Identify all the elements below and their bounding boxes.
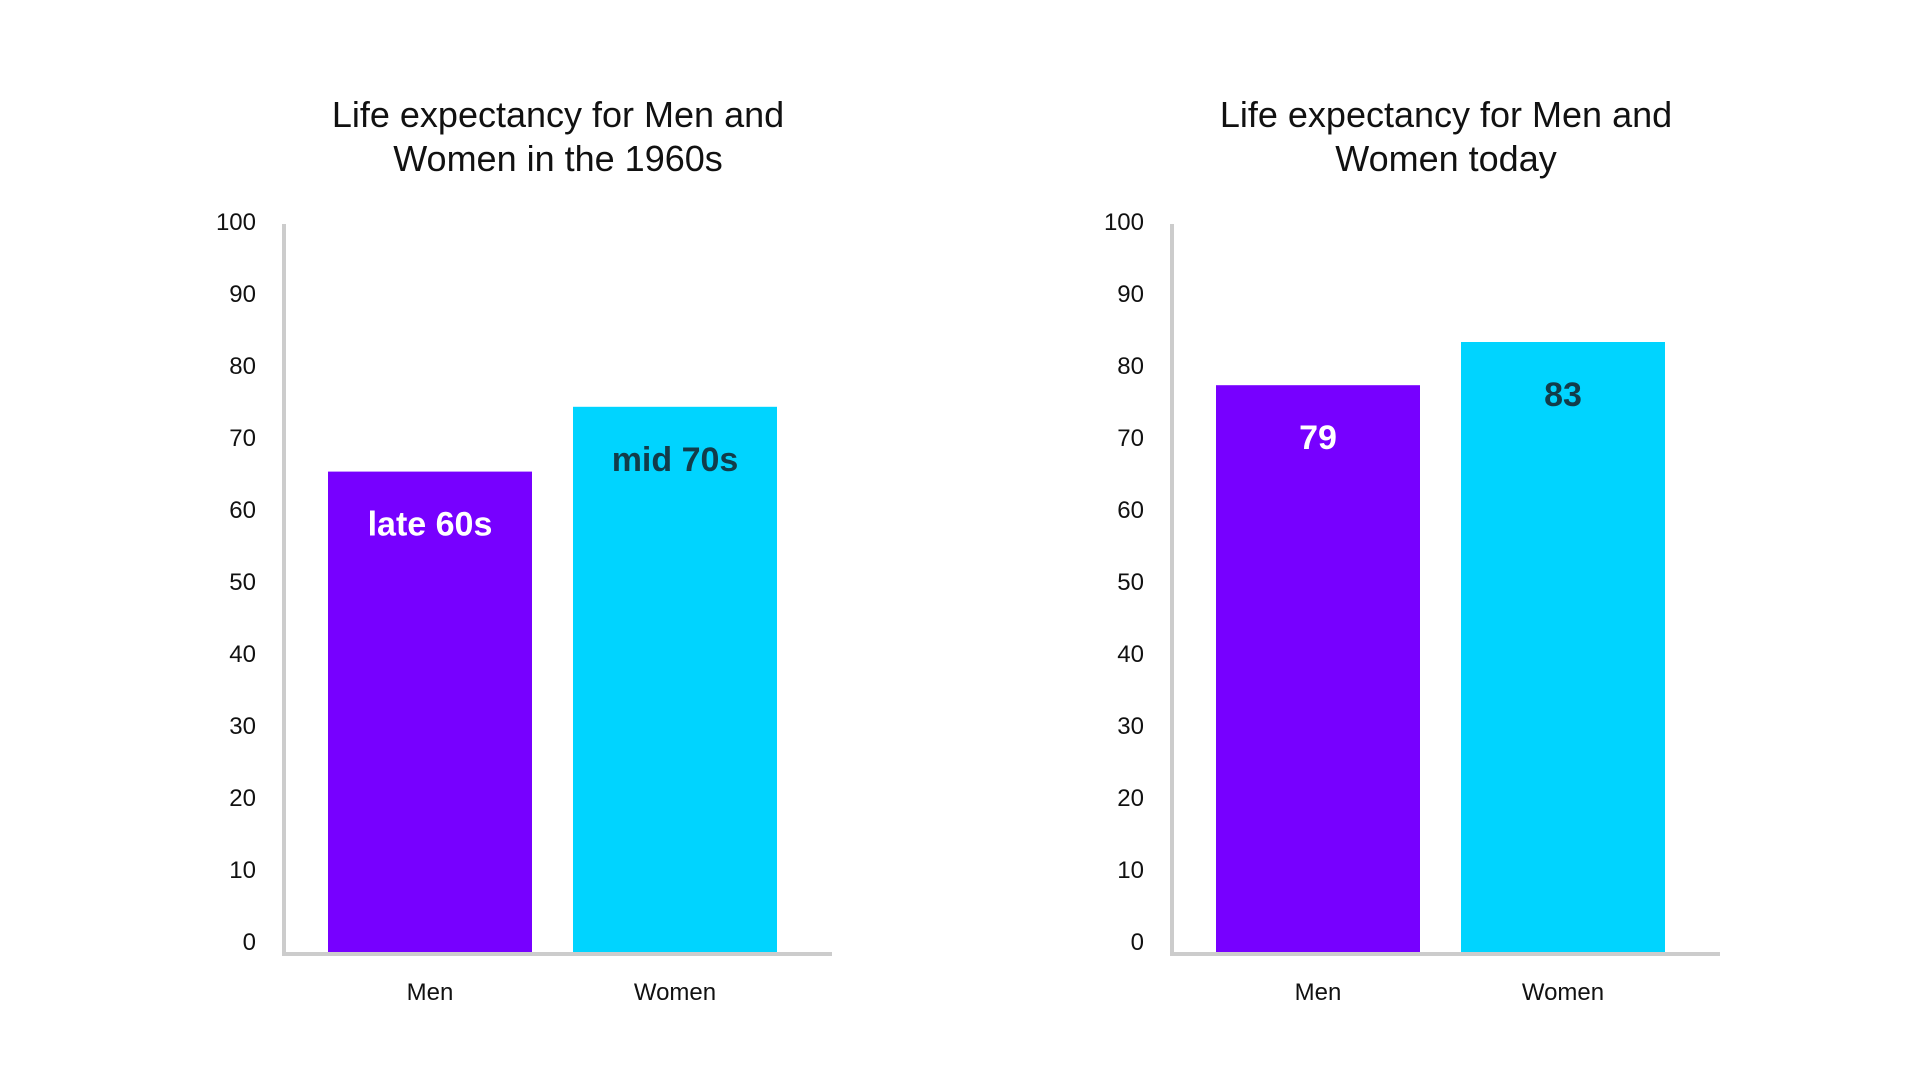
y-tick-label: 50 — [229, 569, 256, 596]
y-tick-label: 70 — [1117, 425, 1144, 452]
y-tick-label: 50 — [1117, 569, 1144, 596]
y-tick-label: 10 — [229, 857, 256, 884]
data-label: late 60s — [368, 506, 493, 544]
bar-men-1960s — [328, 471, 532, 952]
x-tick-label: Women — [634, 979, 716, 1006]
x-tick-label: Men — [1295, 979, 1342, 1006]
y-tick-label: 80 — [229, 353, 256, 380]
y-tick-label: 100 — [216, 209, 256, 236]
bar-men-today — [1216, 385, 1420, 952]
y-tick-label: 20 — [1117, 785, 1144, 812]
y-tick-label: 90 — [1117, 281, 1144, 308]
y-tick-label: 40 — [229, 641, 256, 668]
x-tick-label: Women — [1522, 979, 1604, 1006]
y-tick-label: 0 — [1131, 929, 1144, 956]
bar-women-today — [1461, 342, 1665, 952]
data-label: 79 — [1299, 419, 1337, 457]
chart-title-today: Life expectancy for Men and Women today — [1219, 94, 1673, 179]
x-tick-label: Men — [407, 979, 454, 1006]
y-tick-label: 30 — [229, 713, 256, 740]
data-label: 83 — [1544, 376, 1582, 414]
y-tick-label: 60 — [229, 497, 256, 524]
data-label: mid 70s — [612, 441, 739, 479]
y-tick-label: 90 — [229, 281, 256, 308]
y-tick-label: 20 — [229, 785, 256, 812]
y-tick-label: 40 — [1117, 641, 1144, 668]
bar-women-1960s — [573, 406, 777, 952]
y-tick-label: 0 — [243, 929, 256, 956]
bar-chart-1960s: 0 10 20 30 40 50 60 70 80 90 100 Men late 60s Women mi… — [216, 209, 832, 1006]
y-tick-label: 30 — [1117, 713, 1144, 740]
y-tick-label: 70 — [229, 425, 256, 452]
bar-chart-today: 0 10 20 30 40 50 60 70 80 90 100 Men 79 Women 83 — [1104, 209, 1720, 1006]
y-tick-label: 60 — [1117, 497, 1144, 524]
y-tick-label: 80 — [1117, 353, 1144, 380]
y-tick-label: 100 — [1104, 209, 1144, 236]
y-tick-label: 10 — [1117, 857, 1144, 884]
chart-title-1960s: Life expectancy for Men and Women in the… — [331, 94, 785, 179]
